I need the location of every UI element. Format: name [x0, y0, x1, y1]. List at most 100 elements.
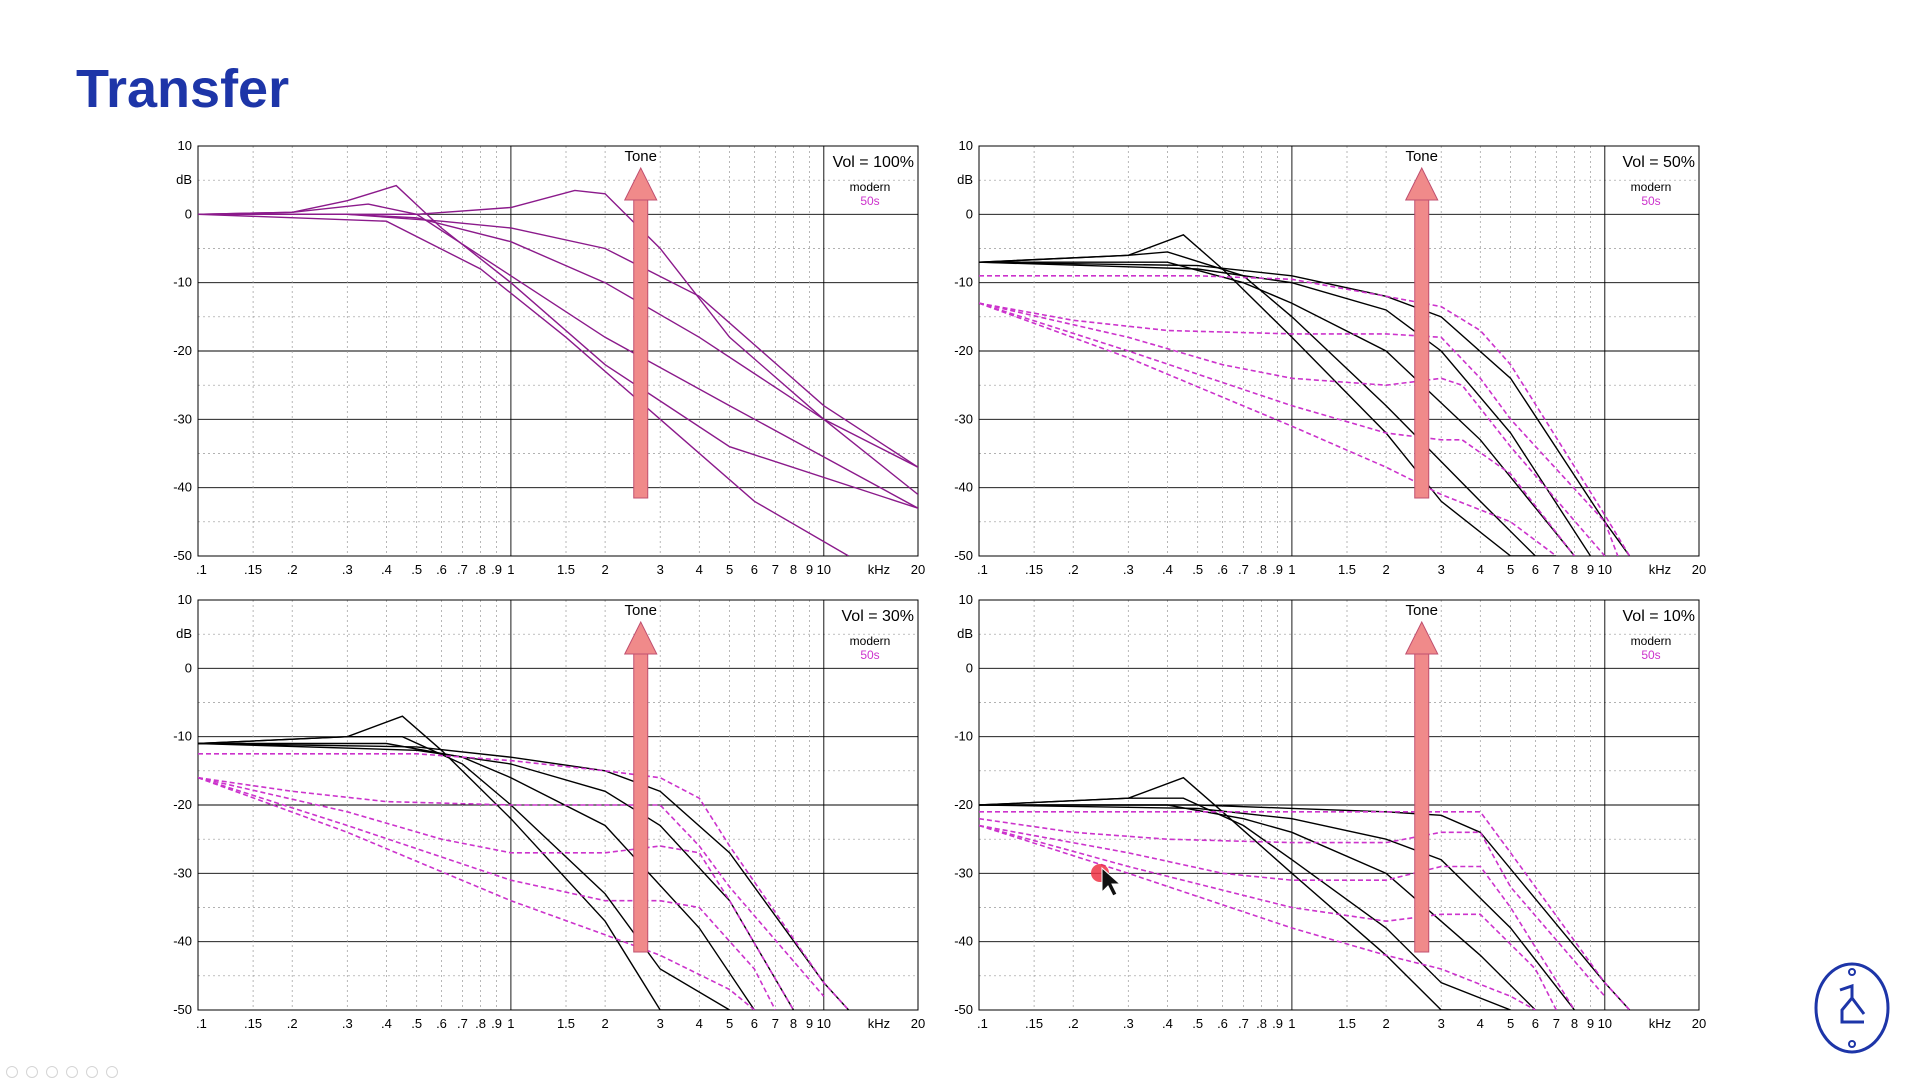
- series-group: [979, 233, 1631, 556]
- series-line-modern: [198, 203, 918, 509]
- zoom-icon[interactable]: [86, 1066, 98, 1078]
- x-tick-label: .4: [381, 1016, 392, 1031]
- series-line-50s: [979, 274, 1631, 556]
- x-tick-label: .5: [1192, 1016, 1203, 1031]
- tone-label: Tone: [1405, 148, 1438, 165]
- series-line-modern: [198, 715, 730, 1010]
- next-icon[interactable]: [26, 1066, 38, 1078]
- x-tick-label: .9: [491, 1016, 502, 1031]
- x-tick-label: 3: [1438, 562, 1445, 577]
- x-tick-label: 2: [1382, 562, 1389, 577]
- x-tick-label: 5: [1507, 1016, 1514, 1031]
- y-tick-label: -10: [173, 275, 192, 290]
- y-tick-label: -20: [173, 797, 192, 812]
- x-tick-label: 8: [1571, 1016, 1578, 1031]
- x-tick-label: .3: [342, 1016, 353, 1031]
- series-line-modern: [979, 261, 1576, 556]
- x-tick-label: .9: [491, 562, 502, 577]
- x-tick-label: .8: [475, 562, 486, 577]
- y-unit-label: dB: [957, 172, 973, 187]
- x-tick-label: 1: [507, 562, 514, 577]
- menu-icon[interactable]: [66, 1066, 78, 1078]
- series-line-50s: [198, 752, 850, 1010]
- x-tick-label: 4: [696, 1016, 703, 1031]
- x-tick-label: 20: [911, 562, 925, 577]
- volume-label: Vol = 100%: [833, 154, 914, 171]
- tone-arrow-head: [1404, 166, 1439, 201]
- x-tick-label: 2: [601, 562, 608, 577]
- chart-panel-2: 10 0 -10 -20 -30 -40 -50 dB .1 .15 .2 .3 .4 .5 .6 .7 .8.…: [173, 592, 925, 1031]
- y-tick-label: -50: [173, 548, 192, 563]
- series-line-modern: [198, 742, 795, 1010]
- x-tick-label: 4: [1477, 562, 1484, 577]
- circle-logo-icon: [1814, 962, 1890, 1054]
- series-group: [198, 715, 850, 1010]
- volume-label: Vol = 50%: [1623, 154, 1696, 171]
- x-tick-label: .8: [1256, 562, 1267, 577]
- x-tick-label: .1: [977, 562, 988, 577]
- volume-label: Vol = 10%: [1623, 608, 1696, 625]
- x-tick-label: 1.5: [557, 1016, 575, 1031]
- y-tick-label: -20: [954, 797, 973, 812]
- x-tick-label: .2: [1068, 1016, 1079, 1031]
- x-tick-label: 9: [1587, 1016, 1594, 1031]
- prev-icon[interactable]: [6, 1066, 18, 1078]
- x-tick-label: .8: [1256, 1016, 1267, 1031]
- plot-frame: [197, 145, 919, 557]
- x-unit-label: kHz: [1649, 1016, 1671, 1031]
- series-line-modern: [979, 233, 1557, 556]
- x-tick-label: .1: [977, 1016, 988, 1031]
- y-unit-label: dB: [176, 626, 192, 641]
- x-tick-label: 4: [1477, 1016, 1484, 1031]
- tone-label: Tone: [624, 602, 657, 619]
- x-tick-label: 10: [1598, 1016, 1612, 1031]
- tone-arrow-shaft: [633, 197, 649, 499]
- x-tick-label: 1.5: [1338, 562, 1356, 577]
- pen-icon[interactable]: [46, 1066, 58, 1078]
- x-tick-label: .4: [1162, 1016, 1173, 1031]
- x-tick-label: 20: [911, 1016, 925, 1031]
- x-tick-label: .2: [287, 562, 298, 577]
- tone-arrow-head: [623, 620, 658, 655]
- y-tick-label: -40: [173, 934, 192, 949]
- x-tick-label: 3: [1438, 1016, 1445, 1031]
- x-tick-label: .9: [1272, 562, 1283, 577]
- x-tick-label: 6: [1532, 1016, 1539, 1031]
- y-tick-label: -30: [954, 411, 973, 426]
- x-tick-label: .6: [436, 562, 447, 577]
- x-tick-label: 1.5: [557, 562, 575, 577]
- series-line-50s: [979, 810, 1631, 1010]
- more-icon[interactable]: [106, 1066, 118, 1078]
- slide-controls[interactable]: [6, 1066, 118, 1080]
- x-tick-label: 8: [1571, 562, 1578, 577]
- series-line-modern: [198, 742, 755, 1010]
- y-tick-label: -40: [954, 934, 973, 949]
- mouse-pointer-icon: [1091, 864, 1122, 897]
- x-unit-label: kHz: [868, 1016, 890, 1031]
- series-line-50s: [979, 302, 1619, 556]
- x-tick-label: .4: [381, 562, 392, 577]
- x-tick-label: 2: [601, 1016, 608, 1031]
- legend-entry: modern: [1631, 180, 1672, 194]
- legend-entry: 50s: [860, 194, 879, 208]
- plot-frame: [978, 145, 1700, 557]
- chart-panel-1: 10 0 -10 -20 -30 -40 -50 dB .1 .15 .2 .3 .4 .5 .6 .7 .8.…: [954, 138, 1706, 577]
- x-tick-label: .7: [457, 1016, 468, 1031]
- y-tick-label: -20: [954, 343, 973, 358]
- x-tick-label: .3: [342, 562, 353, 577]
- x-tick-label: .7: [457, 562, 468, 577]
- series-line-modern: [979, 261, 1631, 556]
- series-line-modern: [979, 804, 1631, 1010]
- series-group: [979, 776, 1631, 1010]
- y-tick-label: -30: [173, 411, 192, 426]
- series-line-50s: [198, 776, 777, 1010]
- x-tick-label: 9: [806, 1016, 813, 1031]
- y-tick-label: -20: [173, 343, 192, 358]
- x-tick-label: 1: [1288, 562, 1295, 577]
- series-line-modern: [198, 184, 918, 509]
- chart-panel-3: 10 0 -10 -20 -30 -40 -50 dB .1 .15 .2 .3 .4 .5 .6 .7 .8.…: [954, 592, 1706, 1031]
- x-tick-label: 10: [817, 562, 831, 577]
- x-tick-label: .6: [1217, 1016, 1228, 1031]
- series-line-modern: [979, 776, 1511, 1010]
- x-tick-label: 4: [696, 562, 703, 577]
